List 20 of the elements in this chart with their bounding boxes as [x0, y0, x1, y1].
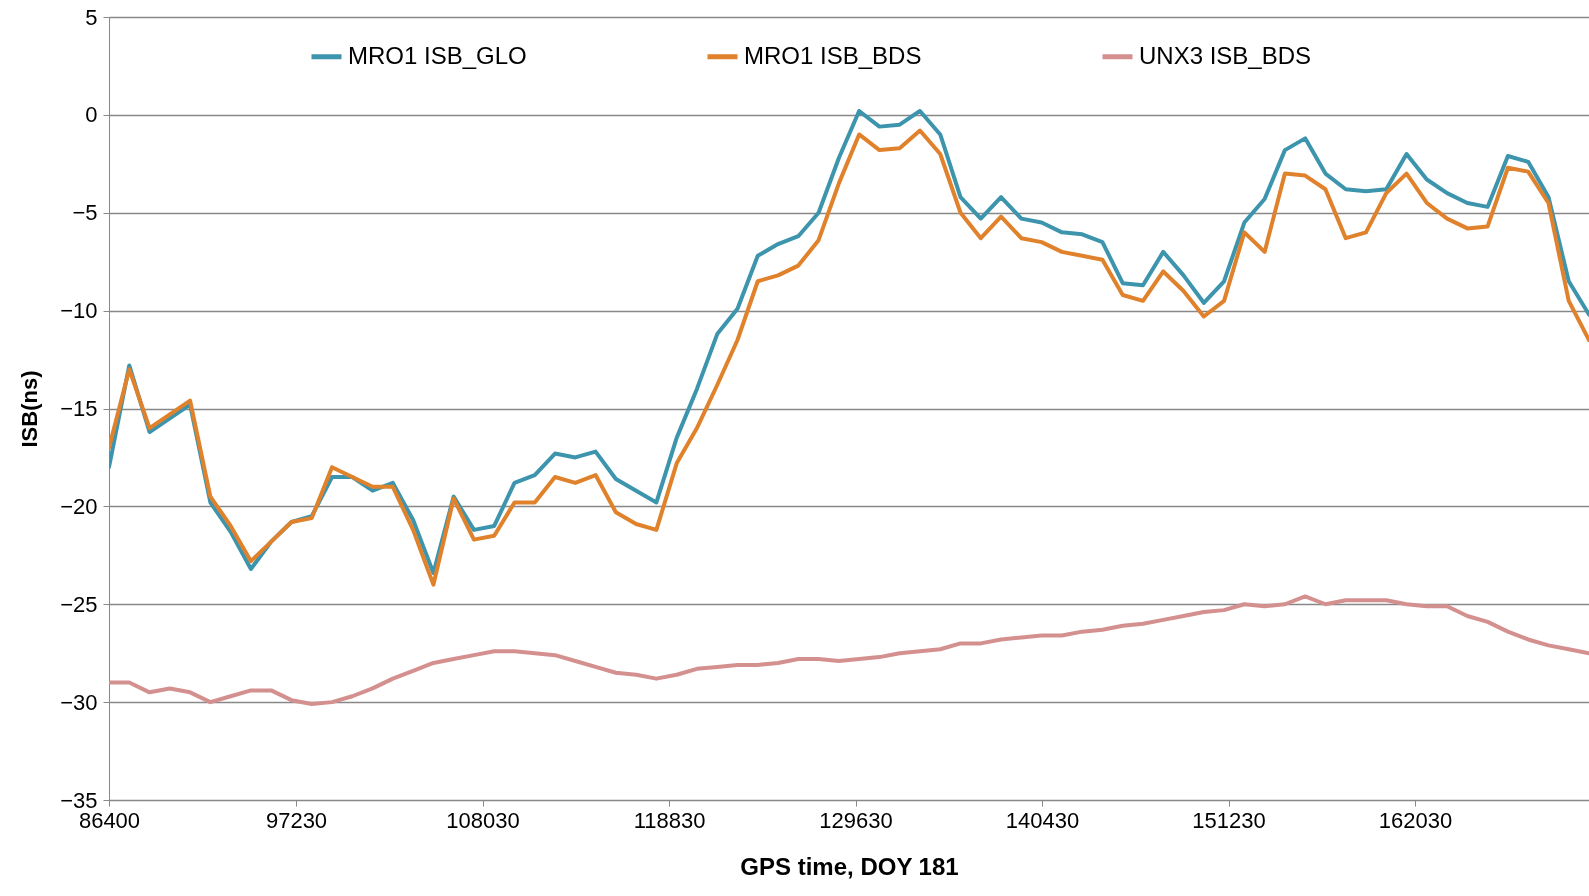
- legend-label: MRO1 ISB_GLO: [348, 41, 527, 69]
- y-axis-title: ISB(ns): [17, 370, 43, 448]
- x-tick-label: 108030: [446, 807, 520, 833]
- y-tick-label: 0: [85, 102, 98, 128]
- y-tick-label: −5: [72, 200, 98, 226]
- legend-label: UNX3 ISB_BDS: [1139, 41, 1312, 69]
- y-tick-label: −25: [60, 591, 98, 617]
- y-tick-label: 5: [85, 4, 98, 30]
- x-axis-title: GPS time, DOY 181: [740, 852, 959, 880]
- y-tick-label: −10: [60, 298, 98, 324]
- y-tick-label: −20: [60, 493, 98, 519]
- y-tick-label: −30: [60, 689, 98, 715]
- x-tick-label: 118830: [633, 807, 706, 833]
- x-tick-label: 162030: [1378, 807, 1453, 833]
- legend-label: MRO1 ISB_BDS: [744, 41, 922, 69]
- x-tick-label: 129630: [819, 807, 893, 833]
- x-tick-label: 97230: [265, 807, 328, 833]
- y-tick-label: −15: [60, 396, 98, 421]
- x-tick-label: 151230: [1192, 807, 1266, 833]
- x-tick-label: 140430: [1005, 807, 1080, 833]
